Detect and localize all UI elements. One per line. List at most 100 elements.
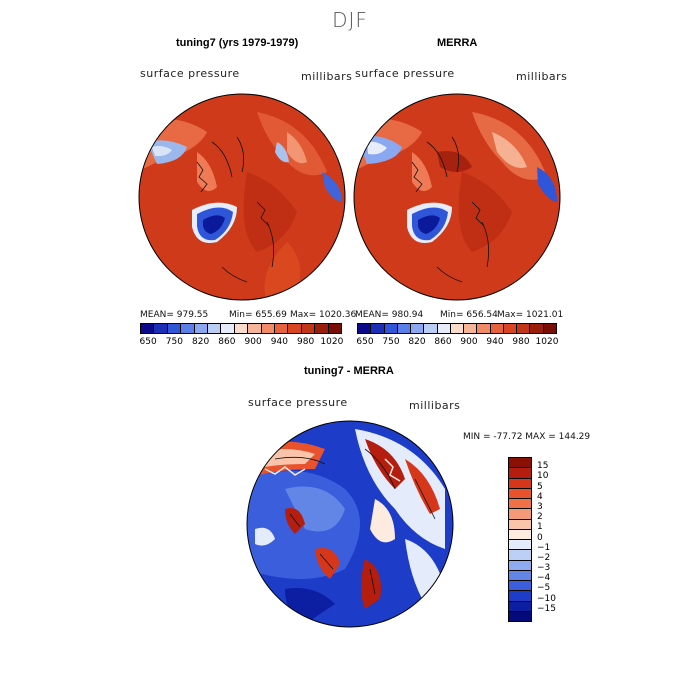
colorbar-swatch: [424, 324, 438, 333]
panel3-minmax: MIN = -77.72 MAX = 144.29: [463, 432, 591, 442]
panel1-colorbar-ticks: 650 750 820 860 900 940 980 1020: [135, 337, 345, 347]
panel3-field-label: surface pressure: [248, 396, 348, 409]
colorbar-tick-label: 4: [537, 491, 543, 502]
colorbar-tick-label: 940: [486, 337, 504, 347]
colorbar-swatch: [384, 324, 398, 333]
panel1-min: Min= 655.69: [229, 310, 287, 320]
panel1-mean: MEAN= 979.55: [140, 310, 209, 320]
colorbar-swatch: [411, 324, 425, 333]
colorbar-swatch: [194, 324, 209, 333]
colorbar-swatch: [509, 509, 531, 520]
panel3-units-label: millibars: [409, 399, 461, 412]
panel2-mean: MEAN= 980.94: [355, 310, 424, 320]
panel2-units-label: millibars: [516, 70, 568, 83]
colorbar-tick-label: 1020: [320, 337, 344, 347]
colorbar-swatch: [167, 324, 182, 333]
colorbar-tick-label: 3: [537, 501, 543, 512]
panel2-max: Max= 1021.01: [497, 310, 564, 320]
colorbar-tick-label: 860: [434, 337, 452, 347]
panel2-colorbar-ticks: 650 750 820 860 900 940 980 1020: [352, 337, 560, 347]
colorbar-swatch: [275, 324, 289, 333]
colorbar-swatch: [181, 324, 195, 333]
colorbar-swatch: [509, 591, 531, 602]
panel2-field-label: surface pressure: [355, 67, 455, 80]
colorbar-tick-label: 15: [537, 461, 549, 472]
colorbar-swatch: [509, 560, 531, 571]
colorbar-swatch: [509, 529, 531, 540]
colorbar-swatch: [543, 324, 556, 333]
colorbar-tick-label: 1020: [535, 337, 559, 347]
colorbar-swatch: [221, 324, 235, 333]
panel3-colorbar-ticks: 15 10 5 4 3 2 1 0 −1 −2 −3 −4 −5 −10 −15: [537, 457, 577, 620]
colorbar-swatch: [509, 468, 531, 479]
panel1-polar-map: [138, 93, 346, 301]
colorbar-swatch: [437, 324, 451, 333]
panel2-min: Min= 656.54: [440, 310, 498, 320]
colorbar-swatch: [248, 324, 262, 333]
colorbar-tick-label: −4: [537, 573, 551, 584]
colorbar-swatch: [509, 581, 531, 592]
panel2-polar-map: [353, 93, 561, 301]
panel3-title: tuning7 - MERRA: [304, 365, 394, 377]
colorbar-swatch: [477, 324, 491, 333]
colorbar-swatch: [397, 324, 412, 333]
colorbar-tick-label: 1: [537, 522, 543, 533]
colorbar-swatch: [530, 324, 544, 333]
panel3-colorbar: [508, 457, 532, 622]
colorbar-swatch: [509, 478, 531, 489]
colorbar-swatch: [450, 324, 465, 333]
colorbar-tick-label: −2: [537, 552, 551, 563]
colorbar-tick-label: 0: [537, 532, 543, 543]
panel3-polar-map: [246, 420, 454, 628]
colorbar-tick-label: 650: [139, 337, 157, 347]
colorbar-tick-label: 650: [356, 337, 374, 347]
colorbar-swatch: [154, 324, 168, 333]
colorbar-swatch: [509, 488, 531, 499]
colorbar-tick-label: 980: [297, 337, 315, 347]
panel1-units-label: millibars: [301, 70, 353, 83]
main-title: DJF: [332, 8, 368, 32]
colorbar-tick-label: −10: [537, 593, 556, 604]
colorbar-swatch: [509, 499, 531, 510]
colorbar-swatch: [509, 601, 531, 612]
colorbar-swatch: [464, 324, 478, 333]
colorbar-swatch: [261, 324, 276, 333]
colorbar-swatch: [517, 324, 531, 333]
colorbar-tick-label: 860: [218, 337, 236, 347]
colorbar-swatch: [371, 324, 385, 333]
colorbar-swatch: [301, 324, 316, 333]
colorbar-tick-label: 820: [192, 337, 210, 347]
colorbar-swatch: [490, 324, 504, 333]
colorbar-swatch: [358, 324, 372, 333]
colorbar-tick-label: 5: [537, 481, 543, 492]
colorbar-tick-label: 820: [408, 337, 426, 347]
colorbar-swatch: [509, 611, 531, 621]
colorbar-swatch: [509, 540, 531, 551]
panel1-colorbar: [140, 323, 342, 334]
colorbar-tick-label: 2: [537, 512, 543, 523]
colorbar-swatch: [141, 324, 155, 333]
colorbar-swatch: [315, 324, 329, 333]
colorbar-tick-label: 750: [165, 337, 183, 347]
panel1-max: Max= 1020.36: [290, 310, 357, 320]
panel2-title: MERRA: [437, 37, 478, 49]
colorbar-swatch: [509, 519, 531, 530]
panel2-colorbar: [357, 323, 557, 334]
colorbar-tick-label: 940: [270, 337, 288, 347]
colorbar-tick-label: 900: [460, 337, 478, 347]
colorbar-swatch: [288, 324, 302, 333]
colorbar-tick-label: −15: [537, 603, 556, 614]
colorbar-swatch: [234, 324, 249, 333]
colorbar-swatch: [509, 550, 531, 561]
colorbar-swatch: [328, 324, 342, 333]
colorbar-swatch: [509, 570, 531, 581]
panel1-field-label: surface pressure: [140, 67, 240, 80]
colorbar-tick-label: 10: [537, 471, 549, 482]
colorbar-tick-label: 980: [512, 337, 530, 347]
colorbar-tick-label: 900: [244, 337, 262, 347]
panel1-title: tuning7 (yrs 1979-1979): [176, 37, 299, 49]
colorbar-swatch: [503, 324, 518, 333]
colorbar-tick-label: −5: [537, 583, 551, 594]
colorbar-tick-label: −3: [537, 563, 551, 574]
colorbar-swatch: [509, 458, 531, 469]
